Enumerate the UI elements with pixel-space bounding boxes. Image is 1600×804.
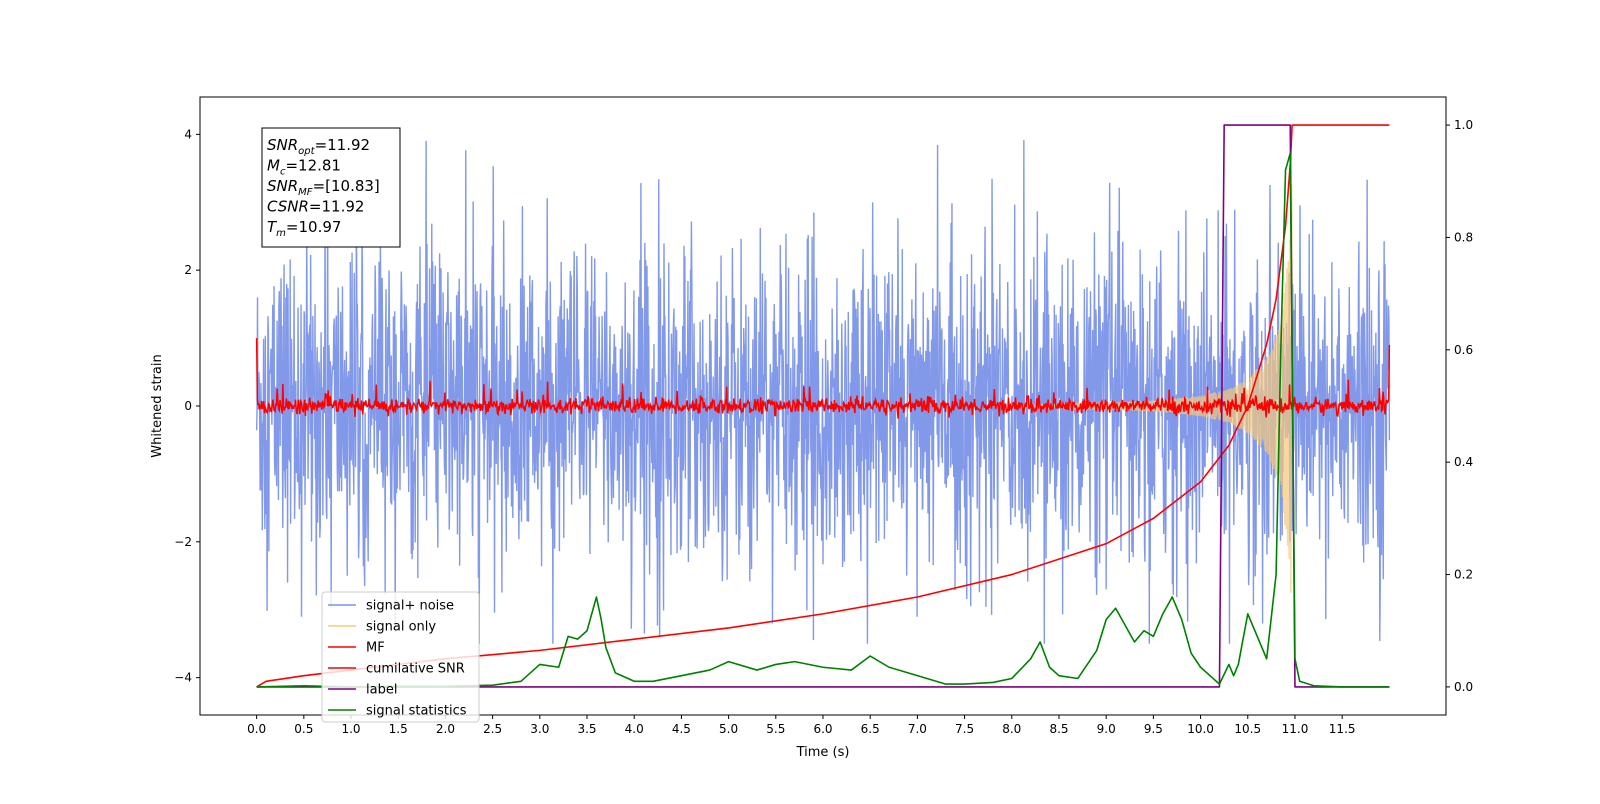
series-label-line [256,124,1390,688]
y-right-tick-label: 0.0 [1454,680,1473,694]
y-right-tick-label: 0.4 [1454,455,1473,469]
x-tick-label: 7.0 [908,722,927,736]
y-axis-right: 0.0 0.2 0.4 0.6 0.8 1.0 [1446,118,1473,694]
x-tick-label: 8.5 [1049,722,1068,736]
x-tick-label: 10.5 [1234,722,1261,736]
annotation-value: =10.97 [286,218,342,236]
legend-label: signal+ noise [366,599,454,614]
legend-label: cumilative SNR [366,662,465,677]
y-left-tick-label: 0 [184,399,192,413]
x-tick-label: 1.0 [341,722,360,736]
x-tick-label: 4.0 [625,722,644,736]
y-left-tick-label: −2 [174,535,192,549]
annotation-subscript: opt [298,146,315,157]
annotation-subscript: c [280,167,286,178]
x-tick-label: 3.5 [577,722,596,736]
x-tick-label: 2.5 [483,722,502,736]
x-tick-label: 1.5 [389,722,408,736]
annotation-box-frame [261,127,401,248]
annotation-value: =12.81 [285,157,341,175]
stats-annotation-box: SNRopt=11.92Mc=12.81SNRMF=[10.83]CSNR=11… [261,127,401,248]
x-tick-label: 5.0 [719,722,738,736]
y-left-tick-label: −4 [174,671,192,685]
x-tick-label: 11.0 [1282,722,1309,736]
y-right-tick-label: 0.2 [1454,568,1473,582]
x-tick-label: 3.0 [530,722,549,736]
x-axis: 0.0 0.5 1.0 1.5 2.0 2.5 3.0 3.5 4.0 4.5 5.0 5.5 6.0 6… [247,715,1356,736]
y-axis-left: −4 −2 0 2 4 [174,127,200,685]
x-tick-label: 0.5 [294,722,313,736]
y-left-tick-label: 4 [184,127,192,141]
annotation-subscript: MF [298,187,313,198]
x-tick-label: 6.5 [861,722,880,736]
x-tick-label: 8.0 [1002,722,1021,736]
legend-label: signal only [366,620,436,635]
legend: signal+ noise signal only MF cumilative SNR… [321,591,480,723]
legend-label: signal statistics [366,704,467,719]
annotation-line: SNRopt=11.92 [267,136,370,157]
annotation-line: CSNR=11.92 [267,198,364,216]
series-mf-line [255,338,1391,419]
annotation-line: Tm=10.97 [267,218,341,239]
annotation-line: SNRMF=[10.83] [267,177,380,198]
x-tick-label: 5.5 [766,722,785,736]
legend-label: MF [366,641,385,656]
annotation-symbol: SNR [267,136,298,154]
series-signal-noise-line [255,140,1391,644]
annotation-symbol: SNR [267,177,298,195]
annotation-symbol: CSNR [267,198,309,216]
x-tick-label: 9.5 [1144,722,1163,736]
y-left-tick-label: 2 [184,263,192,277]
y-right-tick-label: 0.8 [1454,230,1473,244]
x-tick-label: 10.0 [1187,722,1214,736]
annotation-symbol: M [267,157,280,175]
series-signal-statistics-line [256,152,1390,688]
annotation-value: =11.92 [309,198,365,216]
x-axis-label: Time (s) [796,745,850,760]
annotation-subscript: m [276,228,286,239]
x-tick-label: 0.0 [247,722,266,736]
annotation-value: =11.92 [315,136,371,154]
legend-frame [321,591,480,723]
y-right-tick-label: 1.0 [1454,118,1473,132]
x-tick-label: 9.0 [1097,722,1116,736]
legend-label: label [366,683,397,698]
annotation-line: Mc=12.81 [267,157,341,178]
x-tick-label: 7.5 [955,722,974,736]
x-tick-label: 11.5 [1329,722,1356,736]
x-tick-label: 2.0 [436,722,455,736]
y-axis-label: Whitened strain [150,354,165,457]
x-tick-label: 6.0 [813,722,832,736]
y-right-tick-label: 0.6 [1454,343,1473,357]
x-tick-label: 4.5 [672,722,691,736]
annotation-value: =[10.83] [313,177,380,195]
annotation-symbol: T [267,218,278,236]
